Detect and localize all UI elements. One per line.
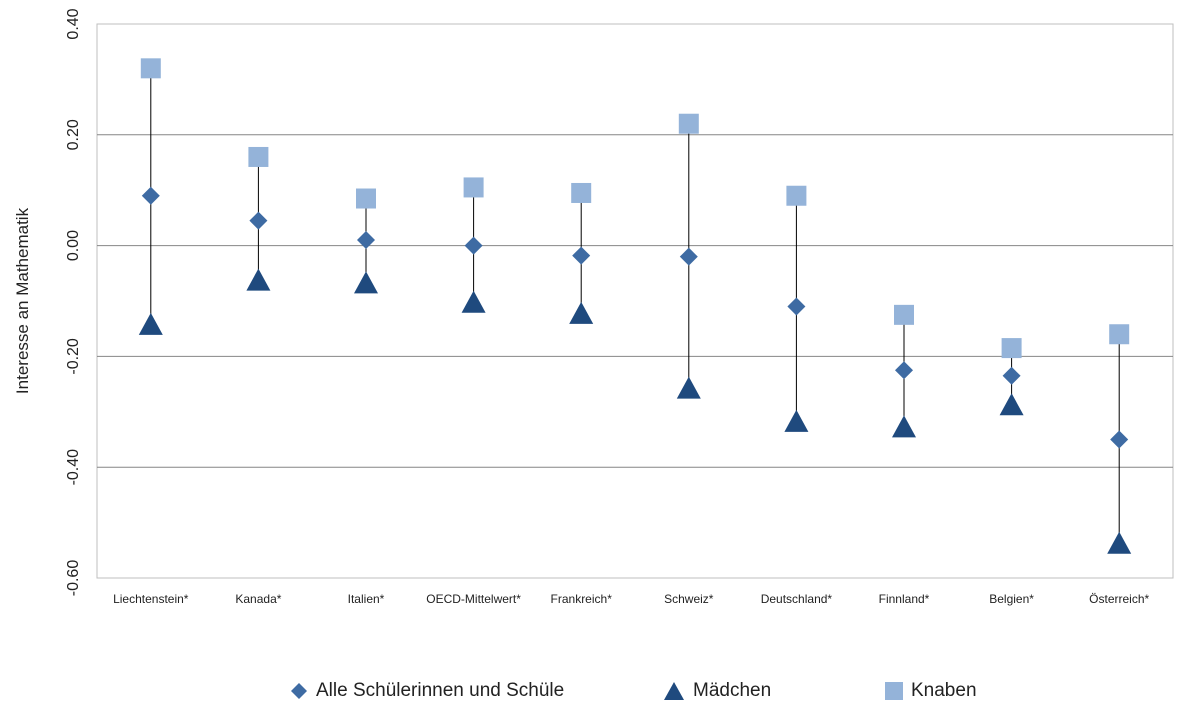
diamond-marker-icon: [291, 683, 307, 699]
legend-label-maedchen: Mädchen: [693, 680, 772, 701]
alle-marker: [1110, 430, 1129, 449]
x-tick-label: Österreich*: [1089, 592, 1149, 606]
legend-label-knaben: Knaben: [911, 680, 977, 701]
square-marker-icon: [885, 682, 903, 700]
maedchen-marker: [892, 415, 916, 438]
x-tick-label: Liechtenstein*: [113, 592, 189, 606]
maedchen-marker: [1107, 531, 1132, 554]
maedchen-marker: [676, 376, 701, 399]
alle-marker: [679, 247, 698, 266]
gridlines: [97, 134, 1173, 468]
alle-marker: [464, 236, 483, 255]
maedchen-marker: [784, 409, 809, 432]
y-tick-label: -0.60: [65, 560, 82, 597]
maedchen-marker: [461, 290, 486, 313]
x-tick-label: Kanada*: [235, 592, 281, 606]
y-axis-label: Interesse an Mathematik: [13, 207, 32, 394]
alle-marker: [141, 186, 160, 205]
maedchen-marker: [569, 301, 594, 324]
y-tick-label: 0.20: [65, 119, 82, 150]
x-tick-label: Deutschland*: [761, 592, 833, 606]
knaben-marker: [894, 304, 914, 325]
knaben-marker: [1109, 324, 1130, 345]
y-tick-label: 0.00: [65, 230, 82, 261]
knaben-marker: [786, 185, 807, 206]
knaben-marker: [1001, 338, 1022, 359]
y-tick-label: 0.40: [65, 8, 82, 39]
knaben-marker: [463, 177, 484, 198]
knaben-marker: [356, 188, 376, 209]
x-tick-labels: Liechtenstein* Kanada* Italien* OECD-Mittel…: [113, 592, 1149, 606]
chart: -0.60 -0.40 -0.20 0.00 0.20 0.40 Liechtenstei…: [13, 8, 1174, 606]
alle-marker: [357, 231, 375, 250]
x-tick-label: Frankreich*: [551, 592, 613, 606]
knaben-marker: [678, 113, 699, 134]
triangle-marker-icon: [664, 682, 684, 700]
legend-item-knaben: Knaben: [885, 680, 977, 702]
alle-marker: [249, 211, 268, 230]
x-tick-label: OECD-Mittelwert*: [426, 592, 521, 606]
legend-label-alle: Alle Schülerinnen und Schüle: [316, 680, 565, 701]
maedchen-marker: [999, 393, 1024, 416]
plot-area: [96, 23, 1174, 579]
legend-item-alle: Alle Schülerinnen und Schüle: [290, 680, 564, 702]
maedchen-marker: [246, 268, 271, 291]
y-tick-labels: -0.60 -0.40 -0.20 0.00 0.20 0.40: [65, 8, 82, 596]
x-tick-label: Schweiz*: [664, 592, 714, 606]
knaben-marker: [140, 58, 161, 79]
x-tick-label: Italien*: [348, 592, 385, 606]
knaben-marker: [248, 146, 269, 167]
knaben-marker: [571, 182, 592, 203]
y-tick-label: -0.20: [65, 338, 82, 375]
maedchen-marker: [354, 271, 378, 294]
alle-marker: [787, 297, 806, 316]
x-tick-label: Belgien*: [989, 592, 1034, 606]
alle-marker: [895, 361, 913, 380]
y-tick-label: -0.40: [65, 449, 82, 486]
x-tick-label: Finnland*: [879, 592, 930, 606]
data-markers: [138, 58, 1132, 554]
alle-marker: [1002, 366, 1021, 385]
maedchen-marker: [138, 312, 163, 335]
legend: Alle Schülerinnen und Schüle Mädchen Kna…: [0, 680, 1181, 712]
legend-item-maedchen: Mädchen: [663, 680, 771, 702]
alle-marker: [572, 246, 591, 265]
